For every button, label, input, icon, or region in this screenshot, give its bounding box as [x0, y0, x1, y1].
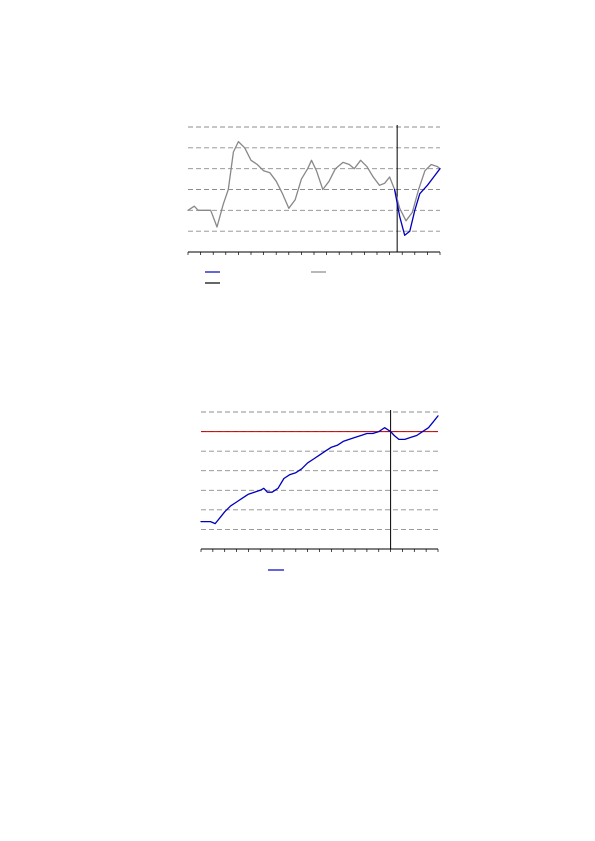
series-line-1 [187, 140, 441, 228]
series-line-1 [200, 415, 439, 525]
chart-2 [200, 410, 439, 571]
series-line-2 [393, 168, 441, 236]
chart-1 [187, 125, 441, 284]
